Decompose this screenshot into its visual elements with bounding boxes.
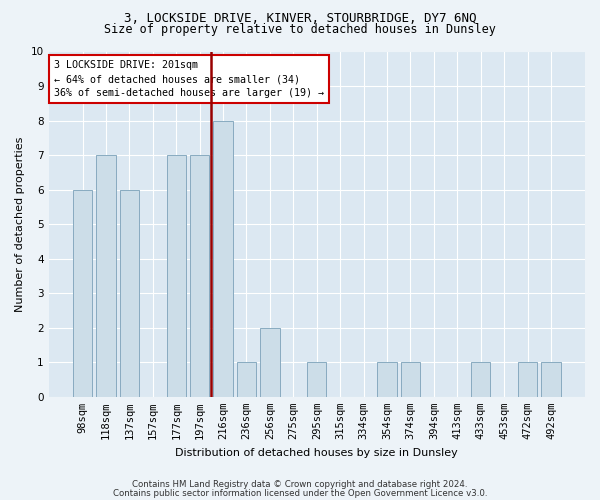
Text: 3 LOCKSIDE DRIVE: 201sqm
← 64% of detached houses are smaller (34)
36% of semi-d: 3 LOCKSIDE DRIVE: 201sqm ← 64% of detach… (54, 60, 324, 98)
X-axis label: Distribution of detached houses by size in Dunsley: Distribution of detached houses by size … (175, 448, 458, 458)
Bar (214, 120, 233, 397)
Bar (260, 328, 280, 397)
Bar (190, 155, 209, 397)
Bar (73, 190, 92, 397)
Bar (307, 362, 326, 397)
Bar (120, 190, 139, 397)
Bar (97, 155, 116, 397)
Bar (377, 362, 397, 397)
Text: Size of property relative to detached houses in Dunsley: Size of property relative to detached ho… (104, 22, 496, 36)
Text: Contains public sector information licensed under the Open Government Licence v3: Contains public sector information licen… (113, 488, 487, 498)
Bar (401, 362, 420, 397)
Y-axis label: Number of detached properties: Number of detached properties (15, 136, 25, 312)
Bar (237, 362, 256, 397)
Bar (518, 362, 537, 397)
Text: 3, LOCKSIDE DRIVE, KINVER, STOURBRIDGE, DY7 6NQ: 3, LOCKSIDE DRIVE, KINVER, STOURBRIDGE, … (124, 12, 476, 26)
Bar (471, 362, 490, 397)
Bar (541, 362, 560, 397)
Text: Contains HM Land Registry data © Crown copyright and database right 2024.: Contains HM Land Registry data © Crown c… (132, 480, 468, 489)
Bar (167, 155, 186, 397)
